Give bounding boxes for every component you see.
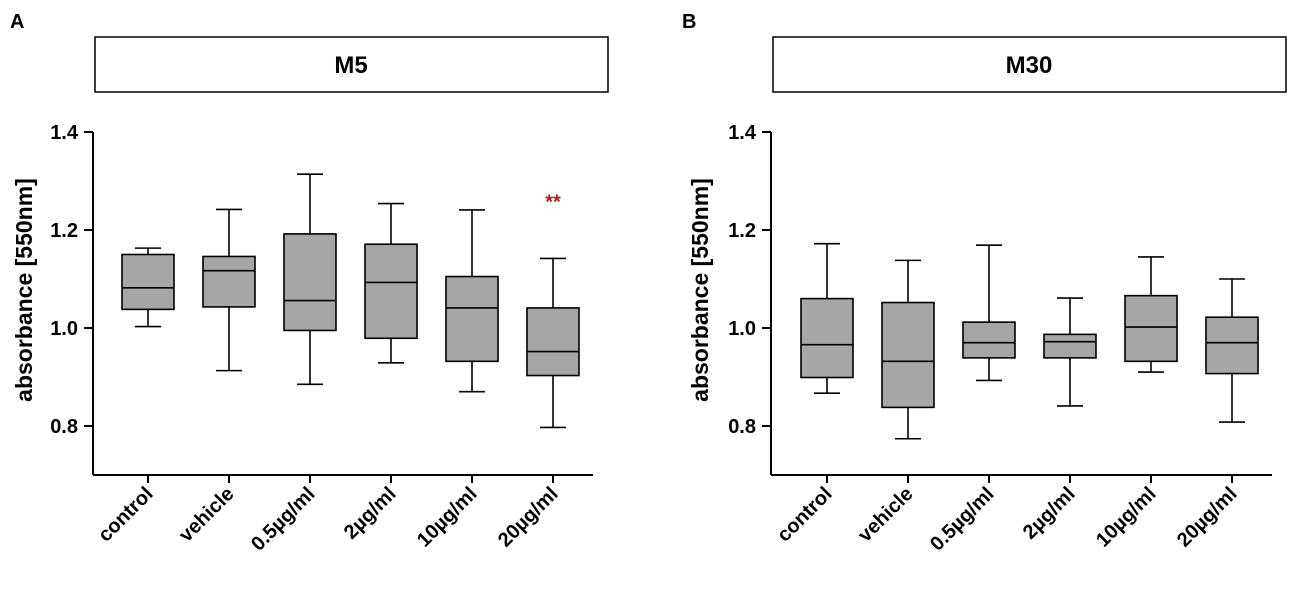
y-tick-label: 1.0 (728, 318, 756, 340)
panel-letter: A (10, 11, 24, 33)
x-tick-label: control (94, 483, 157, 546)
x-tick-label: control (773, 483, 836, 546)
x-tick-label: 0.5µg/ml (247, 483, 319, 555)
y-tick-label: 1.4 (50, 122, 79, 144)
y-axis-label: absorbance [550nm] (11, 178, 37, 402)
x-tick-label: 20µg/ml (494, 483, 563, 552)
box-vehicle (881, 259, 935, 440)
iqr-box (1205, 316, 1259, 375)
box-vehicle (202, 208, 256, 372)
x-tick-label: 10µg/ml (1092, 483, 1161, 552)
panel-letter: B (682, 11, 696, 33)
iqr-box (283, 233, 337, 332)
box-control (121, 247, 175, 328)
box-0-5-g-ml (962, 244, 1016, 382)
box-10-g-ml (1124, 256, 1178, 373)
x-tick-label: 2µg/ml (1019, 483, 1080, 544)
box-20-g-ml (1205, 278, 1259, 423)
iqr-box (121, 253, 175, 311)
iqr-box (1043, 333, 1097, 359)
x-tick-label: 2µg/ml (340, 483, 401, 544)
y-tick-label: 1.2 (50, 220, 78, 242)
iqr-box (445, 275, 499, 363)
x-tick-label: 0.5µg/ml (926, 483, 998, 555)
iqr-box (800, 297, 854, 379)
iqr-box (526, 307, 580, 377)
y-tick-label: 1.4 (728, 122, 757, 144)
y-tick-label: 1.0 (50, 318, 78, 340)
title-box (772, 36, 1287, 93)
panel-b: B M30 absorbance [550nm] 0.8 1.0 1.2 1.4 con… (650, 0, 1300, 591)
x-tick-label: 20µg/ml (1173, 483, 1242, 552)
panel-a: A M5 absorbance [550nm] 0.8 1.0 1.2 1.4 cont… (10, 11, 609, 555)
box-2-g-ml (1043, 297, 1097, 407)
significance-marker: ** (545, 192, 561, 214)
box-10-g-ml (445, 209, 499, 393)
chart-title: M5 (334, 52, 367, 79)
box-2-g-ml (364, 202, 418, 364)
iqr-box (202, 255, 256, 308)
x-tick-label: 10µg/ml (413, 483, 482, 552)
iqr-box (364, 243, 418, 340)
box-control (800, 242, 854, 394)
x-tick-label: vehicle (854, 483, 918, 547)
iqr-box (881, 301, 935, 409)
plot-area: 0.8 1.0 1.2 1.4 control vehicle 0.5µg/ml 2µg/ml… (50, 122, 593, 555)
x-tick-label: vehicle (175, 483, 239, 547)
plot-area: 0.8 1.0 1.2 1.4 control vehicle 0.5µg/ml 2µg/ml… (728, 122, 1272, 555)
chart-title: M30 (1006, 52, 1053, 79)
iqr-box (1124, 294, 1178, 363)
y-tick-label: 0.8 (50, 416, 78, 438)
title-box (94, 36, 609, 93)
y-axis-label: absorbance [550nm] (687, 178, 713, 402)
y-tick-label: 1.2 (728, 220, 756, 242)
boxplot-chart-b: B M30 absorbance [550nm] 0.8 1.0 1.2 1.4 con… (682, 11, 1287, 555)
iqr-box (962, 321, 1016, 359)
box-0-5-g-ml (283, 173, 337, 386)
y-tick-label: 0.8 (728, 416, 756, 438)
boxplot-chart-a: A M5 absorbance [550nm] 0.8 1.0 1.2 1.4 cont… (10, 11, 609, 555)
box-20-g-ml (526, 257, 580, 429)
